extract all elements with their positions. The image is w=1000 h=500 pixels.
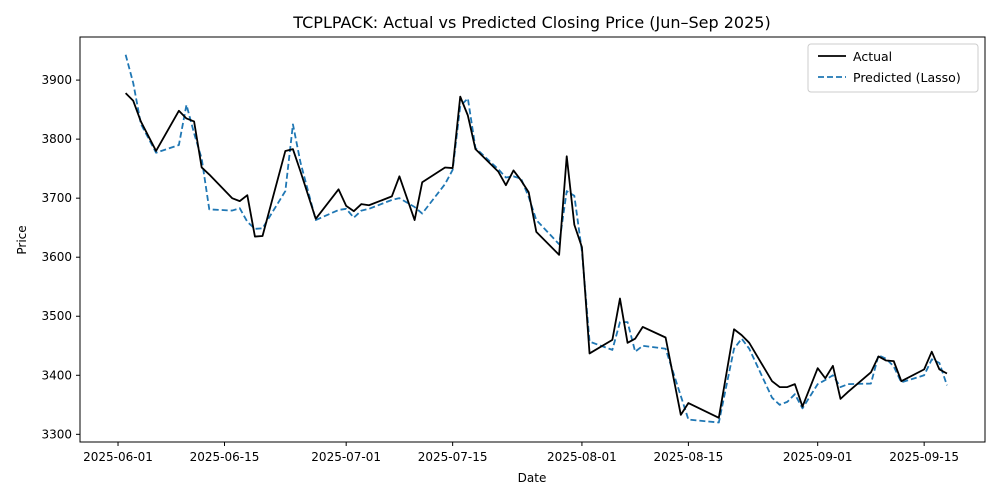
y-axis: 3300 3400 3500 3600 3700 3800 3900 bbox=[41, 73, 80, 441]
x-tick-label: 2025-09-15 bbox=[889, 450, 959, 464]
x-tick-label: 2025-08-01 bbox=[547, 450, 617, 464]
y-tick-label: 3900 bbox=[41, 73, 72, 87]
chart-title: TCPLPACK: Actual vs Predicted Closing Pr… bbox=[292, 13, 770, 32]
legend-label-predicted: Predicted (Lasso) bbox=[853, 70, 961, 85]
y-tick-label: 3600 bbox=[41, 250, 72, 264]
y-tick-label: 3400 bbox=[41, 368, 72, 382]
x-tick-label: 2025-06-01 bbox=[83, 450, 153, 464]
y-tick-label: 3800 bbox=[41, 132, 72, 146]
x-tick-label: 2025-09-01 bbox=[783, 450, 853, 464]
plot-frame bbox=[79, 36, 986, 443]
x-tick-label: 2025-07-15 bbox=[418, 450, 488, 464]
x-tick-label: 2025-08-15 bbox=[654, 450, 724, 464]
y-tick-label: 3700 bbox=[41, 191, 72, 205]
legend: Actual Predicted (Lasso) bbox=[807, 43, 979, 93]
legend-label-actual: Actual bbox=[853, 49, 892, 64]
series-line-actual bbox=[124, 92, 948, 419]
x-tick-label: 2025-07-01 bbox=[311, 450, 381, 464]
series-line-predicted bbox=[124, 54, 948, 424]
y-tick-label: 3300 bbox=[41, 427, 72, 441]
x-tick-label: 2025-06-15 bbox=[190, 450, 260, 464]
y-tick-label: 3500 bbox=[41, 309, 72, 323]
x-axis-label: Date bbox=[518, 471, 547, 485]
plot-area bbox=[124, 54, 948, 424]
legend-box bbox=[807, 43, 979, 93]
y-axis-label: Price bbox=[15, 225, 29, 254]
x-axis: 2025-06-01 2025-06-15 2025-07-01 2025-07-15… bbox=[83, 442, 959, 464]
